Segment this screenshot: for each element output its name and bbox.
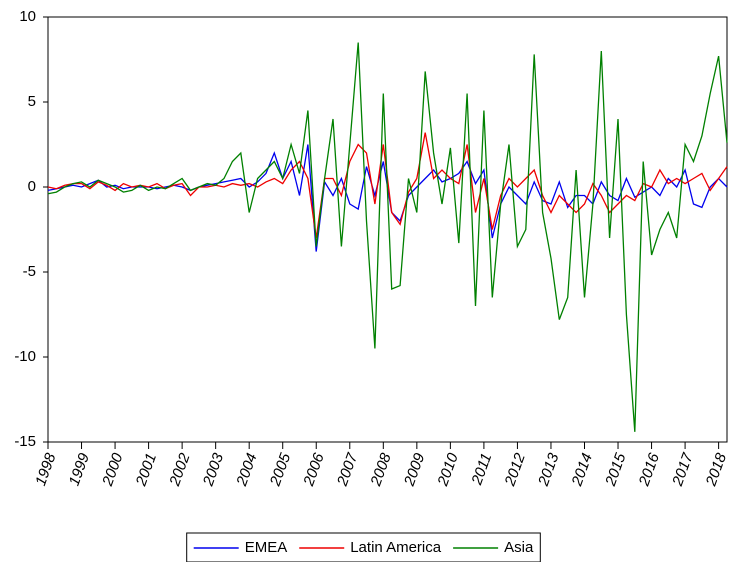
x-tick-label: 1999 [66,450,94,488]
x-tick-label: 2008 [367,450,395,489]
x-tick-label: 2010 [434,450,462,489]
y-tick-label: 0 [28,178,36,195]
x-tick-label: 2013 [535,450,563,489]
y-tick-label: -5 [23,263,36,280]
x-tick-label: 2014 [568,451,596,489]
x-tick-label: 2005 [266,450,294,489]
x-tick-label: 2004 [233,451,261,489]
x-tick-label: 2011 [468,451,495,488]
y-tick-label: 5 [28,93,36,110]
x-tick-label: 2018 [702,450,730,489]
legend-label: Latin America [350,539,442,556]
y-tick-label: -10 [14,348,36,365]
legend-label: EMEA [245,539,288,556]
legend: EMEA Latin America Asia [186,532,541,562]
x-tick-label: 2000 [99,450,127,489]
x-tick-label: 2015 [602,450,630,489]
y-tick-label: -15 [14,433,36,450]
y-tick-label: 10 [19,8,36,25]
x-tick-label: 2007 [334,450,362,489]
x-tick-label: 2009 [401,450,429,489]
x-tick-label: 2006 [300,450,328,489]
x-tick-label: 2003 [199,450,227,489]
x-tick-label: 2001 [132,451,160,489]
x-tick-label: 2016 [635,450,663,489]
plot-frame [47,16,728,443]
x-tick-label: 2017 [669,450,697,489]
x-tick-label: 2002 [166,450,194,489]
x-tick-label: 2012 [501,450,529,489]
series-line [47,42,728,432]
legend-label: Asia [504,539,534,556]
x-tick-label: 1998 [32,450,60,488]
